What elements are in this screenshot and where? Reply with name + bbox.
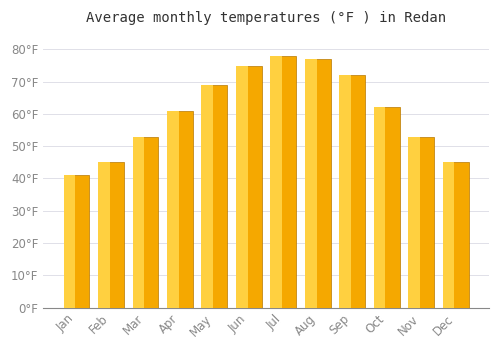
Bar <box>132 136 158 308</box>
Bar <box>236 65 248 308</box>
Bar <box>340 75 351 308</box>
Title: Average monthly temperatures (°F ) in Redan: Average monthly temperatures (°F ) in Re… <box>86 11 446 25</box>
Bar <box>64 175 90 308</box>
Bar <box>408 136 420 308</box>
Bar <box>374 107 400 308</box>
Bar <box>132 136 144 308</box>
Bar <box>443 162 468 308</box>
Bar <box>408 136 434 308</box>
Bar <box>98 162 124 308</box>
Bar <box>236 65 262 308</box>
Bar <box>167 111 193 308</box>
Bar <box>305 59 316 308</box>
Bar <box>202 85 213 308</box>
Bar <box>374 107 386 308</box>
Bar <box>64 175 75 308</box>
Bar <box>98 162 110 308</box>
Bar <box>167 111 178 308</box>
Bar <box>340 75 365 308</box>
Bar <box>305 59 331 308</box>
Bar <box>202 85 228 308</box>
Bar <box>270 56 296 308</box>
Bar <box>443 162 454 308</box>
Bar <box>270 56 282 308</box>
